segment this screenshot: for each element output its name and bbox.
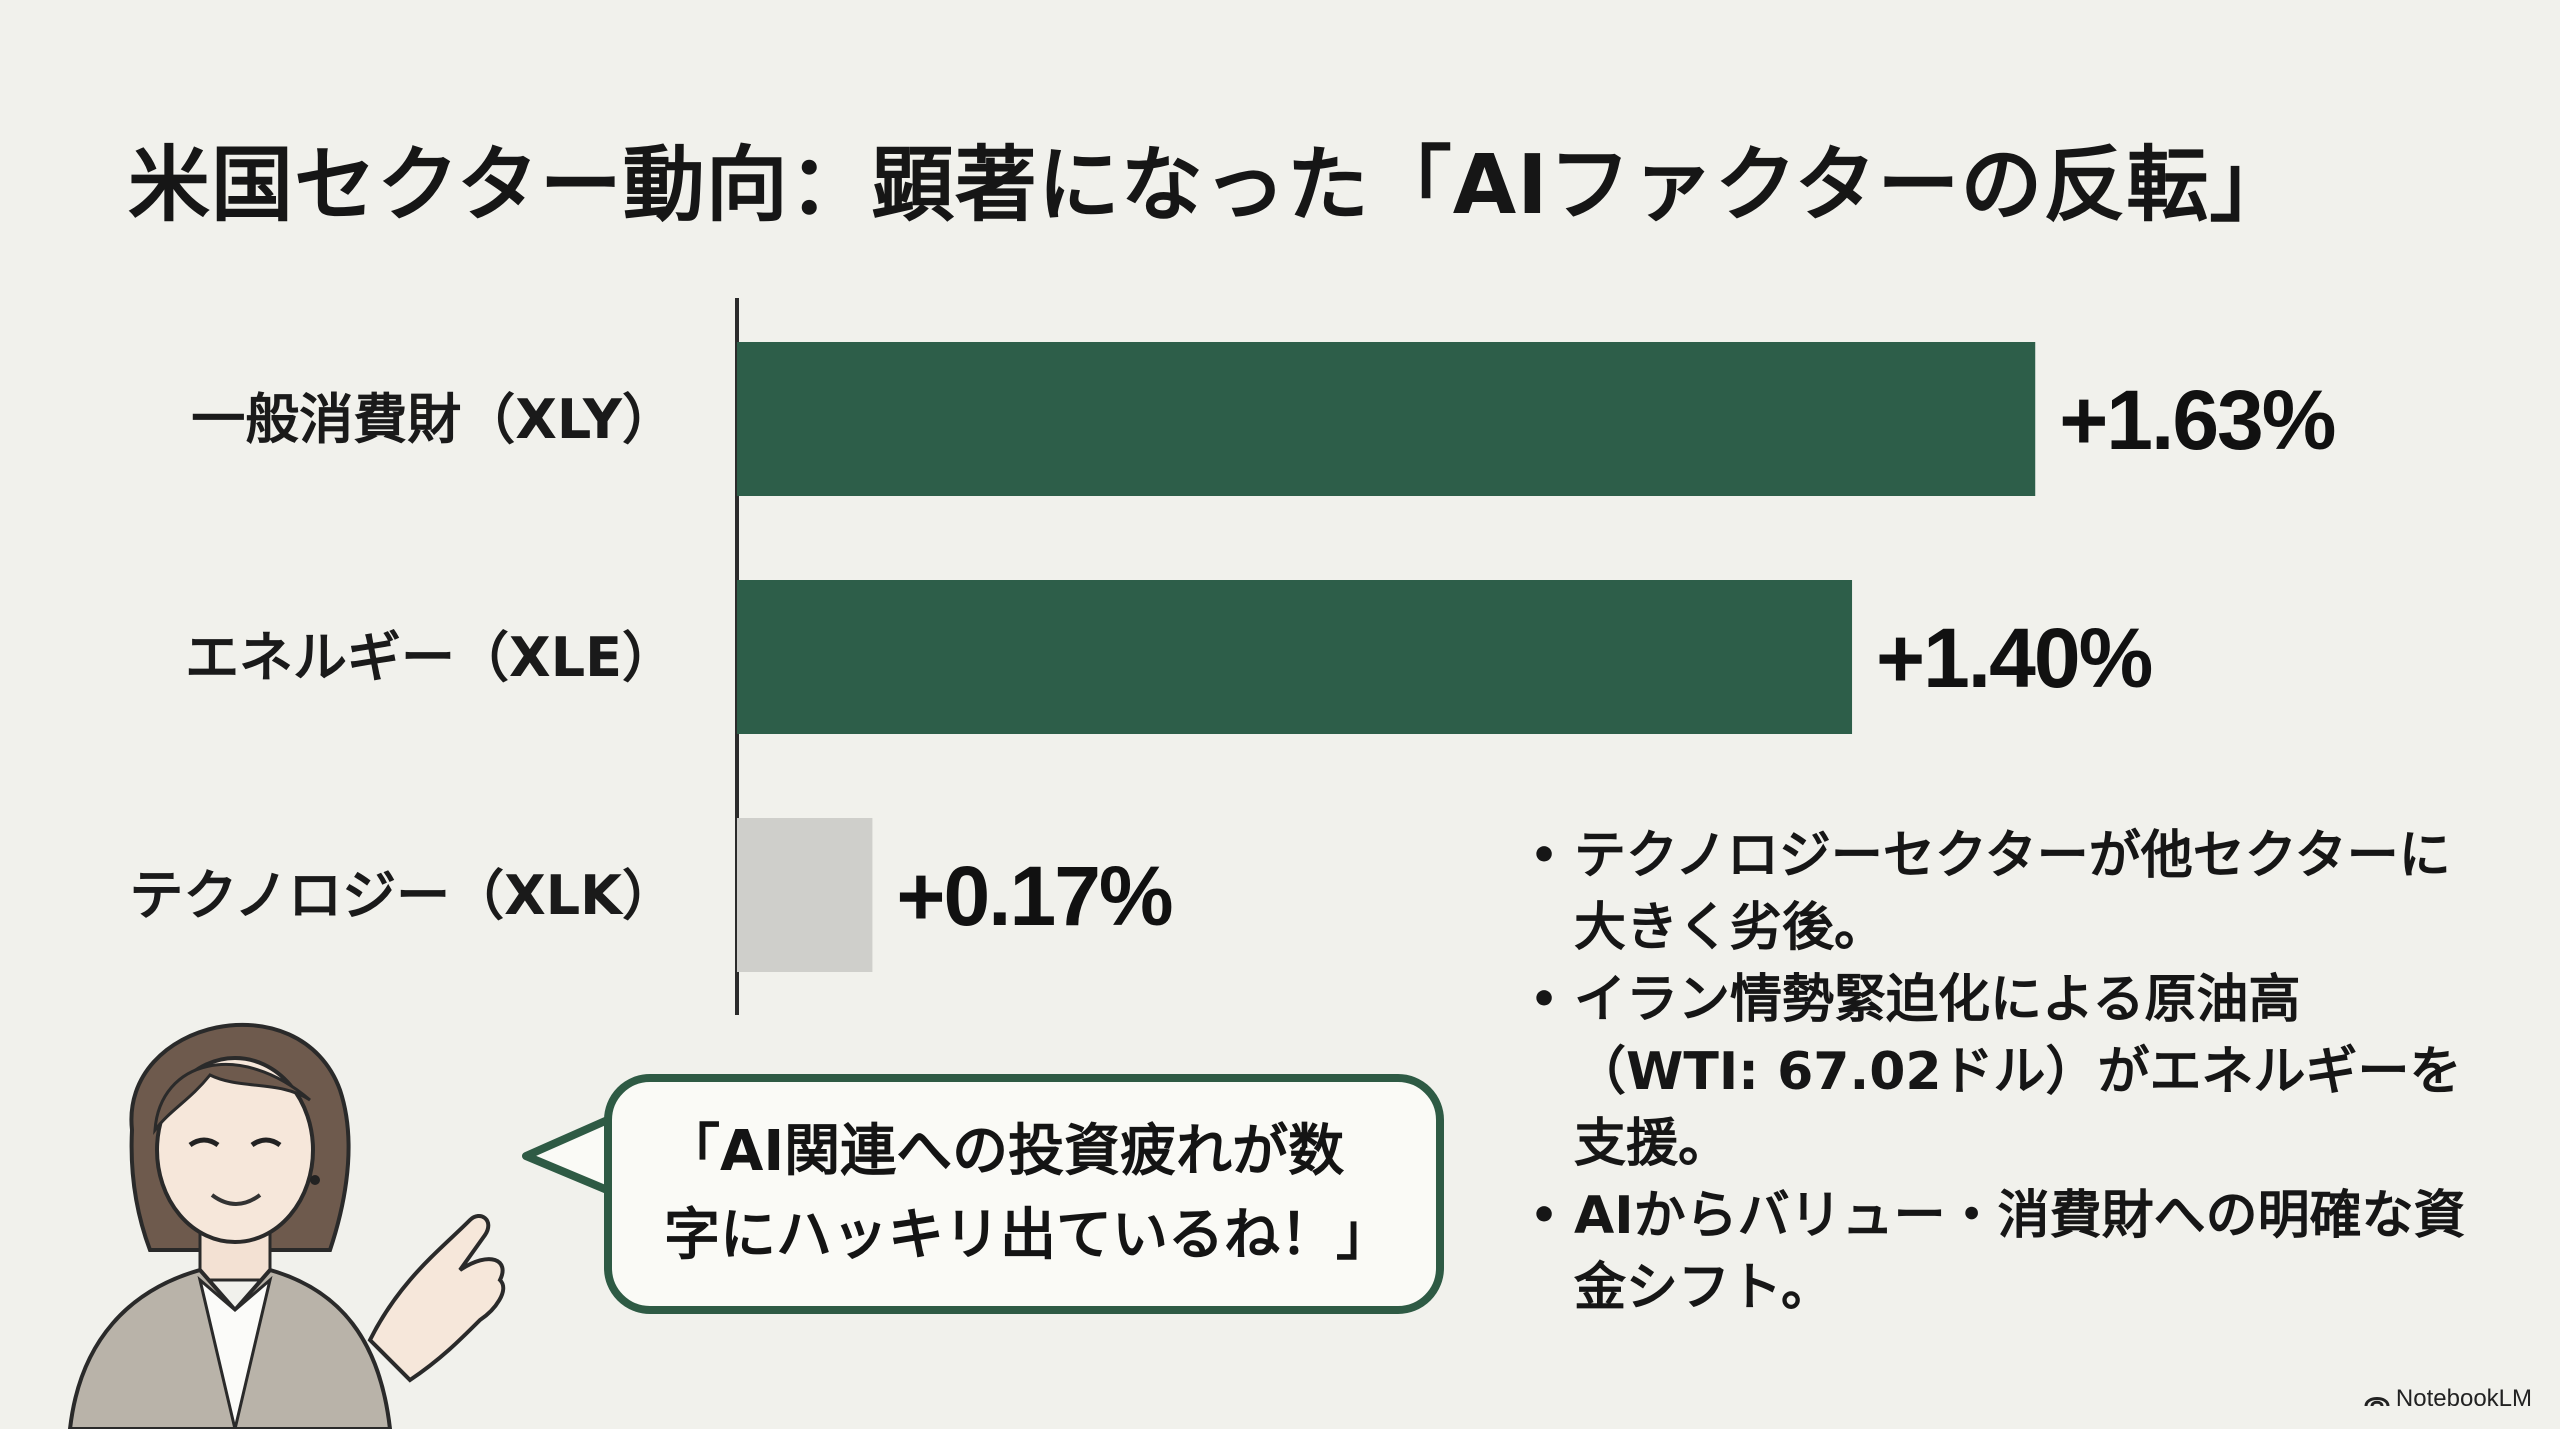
brand-watermark: NotebookLM [2364, 1385, 2532, 1413]
bar [737, 580, 1853, 734]
category-label: テクノロジー（XLK） [129, 864, 676, 927]
bar [737, 818, 873, 972]
presenter-illustration [67, 1022, 506, 1429]
value-label: +0.17% [896, 849, 1172, 943]
speech-bubble-text: 「AI関連への投資疲れが数字にハッキリ出ているね！」 [664, 1119, 1392, 1268]
page-title: 米国セクター動向：顕著になった「AIファクターの反転」 [128, 138, 2293, 233]
bullet-item: テクノロジーセクターが他セクターに大きく劣後。 [1530, 820, 2470, 964]
brand-name: NotebookLM [2395, 1385, 2532, 1412]
bullet-list: テクノロジーセクターが他セクターに大きく劣後。 イラン情勢緊迫化による原油高（W… [1530, 820, 2470, 1324]
bar [737, 342, 2036, 496]
notebooklm-logo-icon [2364, 1397, 2390, 1407]
speech-bubble-tail [522, 1114, 614, 1196]
bullet-item: イラン情勢緊迫化による原油高（WTI: 67.02ドル）がエネルギーを支援。 [1530, 964, 2470, 1180]
value-label: +1.63% [2059, 373, 2335, 467]
category-label: 一般消費財（XLY） [191, 388, 676, 451]
bullet-item: AIからバリュー・消費財への明確な資金シフト。 [1530, 1180, 2470, 1324]
value-label: +1.40% [1876, 611, 2152, 705]
speech-bubble: 「AI関連への投資疲れが数字にハッキリ出ているね！」 [604, 1074, 1444, 1314]
category-label: エネルギー（XLE） [185, 626, 676, 689]
